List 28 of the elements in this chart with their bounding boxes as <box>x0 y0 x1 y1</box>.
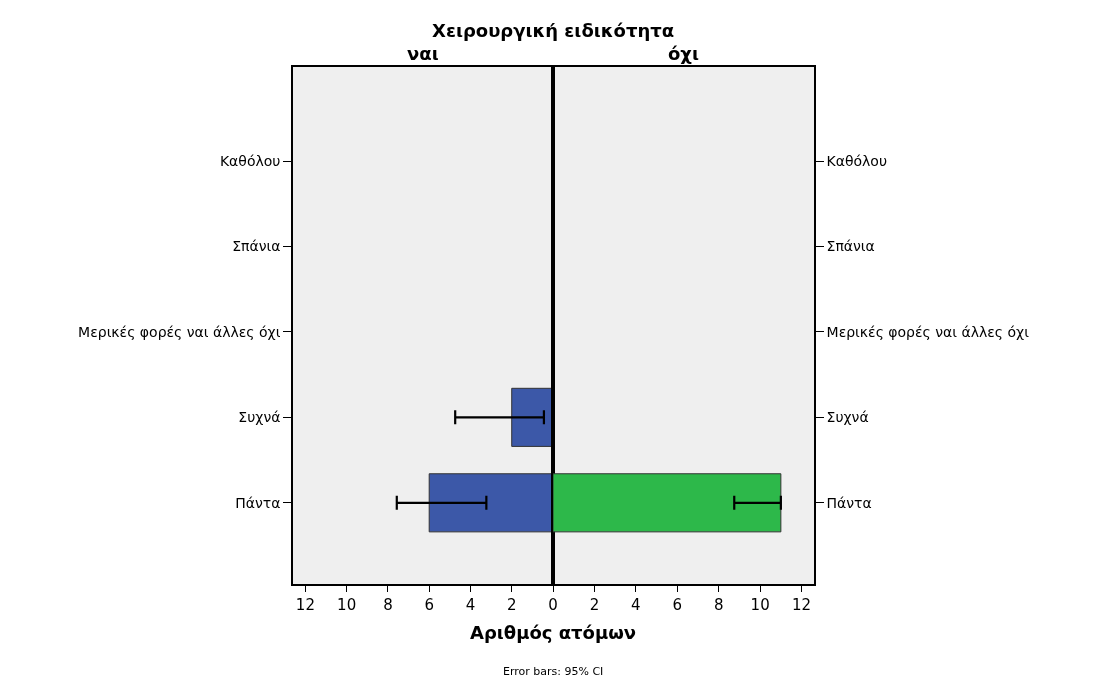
y-tick-label: Μερικές φορές ναι άλλες όχι <box>78 323 281 340</box>
x-tick-label: 2 <box>506 595 517 614</box>
x-tick-label: 6 <box>672 595 683 614</box>
y-tick-label: Πάντα <box>826 494 872 511</box>
chart-subtitle: όχι <box>668 43 699 64</box>
chart-title: Χειρουργική ειδικότητα <box>432 20 675 41</box>
y-tick-label: Συχνά <box>238 409 281 426</box>
chart-subtitle: ναι <box>407 43 439 64</box>
x-tick-label: 10 <box>750 595 770 614</box>
x-tick-label: 10 <box>337 595 357 614</box>
y-tick-label: Μερικές φορές ναι άλλες όχι <box>826 323 1030 340</box>
x-tick-label: 12 <box>295 595 315 614</box>
y-tick-label: Σπάνια <box>826 238 875 255</box>
x-tick-label: 4 <box>465 595 476 614</box>
y-tick-label: Πάντα <box>235 494 281 511</box>
y-tick-label: Συχνά <box>826 409 869 426</box>
y-tick-label: Καθόλου <box>219 152 281 169</box>
x-tick-label: 2 <box>589 595 600 614</box>
x-tick-label: 0 <box>548 595 558 614</box>
x-tick-label: 4 <box>631 595 641 614</box>
y-tick-label: Σπάνια <box>232 238 281 255</box>
x-tick-label: 8 <box>383 595 393 614</box>
text: Error bars: 95% CI <box>503 665 604 678</box>
y-tick-label: Καθόλου <box>826 152 888 169</box>
x-tick-label: 6 <box>424 595 434 614</box>
x-tick-label: 12 <box>792 595 812 614</box>
x-axis-title: Αριθμός ατόμων <box>470 622 637 643</box>
x-tick-label: 8 <box>713 595 724 614</box>
